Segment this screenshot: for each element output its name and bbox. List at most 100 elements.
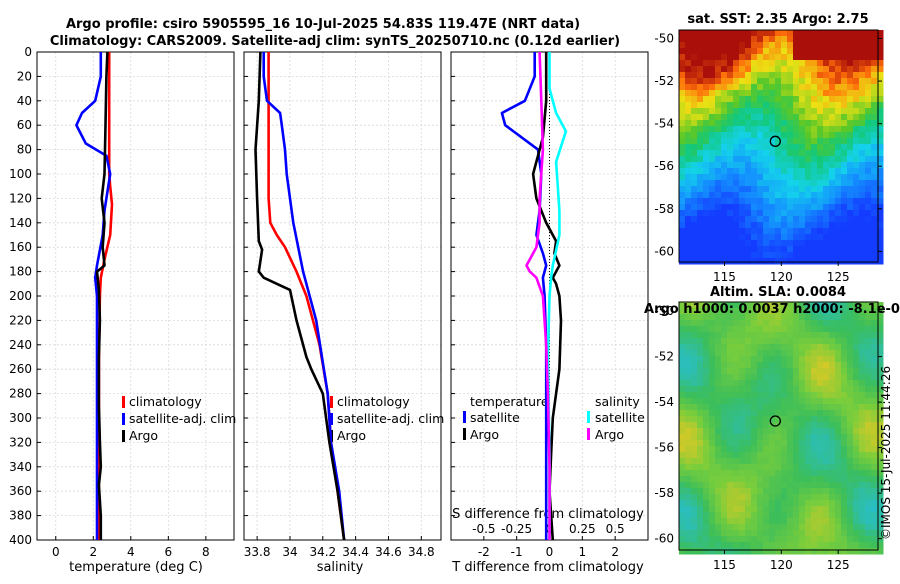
map-cell bbox=[709, 368, 716, 375]
map-cell bbox=[685, 428, 692, 435]
map-cell bbox=[685, 96, 692, 103]
map-cell bbox=[745, 252, 752, 259]
map-cell bbox=[793, 368, 800, 375]
map-cell bbox=[763, 446, 770, 453]
map-cell bbox=[799, 138, 806, 145]
map-cell bbox=[853, 536, 860, 543]
map-cell bbox=[679, 494, 686, 501]
map-cell bbox=[841, 144, 848, 151]
map-cell bbox=[841, 180, 848, 187]
map-cell bbox=[745, 392, 752, 399]
map-cell bbox=[739, 404, 746, 411]
map-cell bbox=[847, 186, 854, 193]
map-cell bbox=[685, 308, 692, 315]
map-cell bbox=[757, 198, 764, 205]
map-cell bbox=[829, 132, 836, 139]
map-cell bbox=[865, 398, 872, 405]
map-cell bbox=[721, 162, 728, 169]
map-cell bbox=[847, 132, 854, 139]
map-cell bbox=[739, 126, 746, 133]
map-cell bbox=[697, 368, 704, 375]
map-cell bbox=[799, 120, 806, 127]
map-cell bbox=[859, 434, 866, 441]
map-cell bbox=[853, 386, 860, 393]
map-cell bbox=[829, 210, 836, 217]
xtick-label: 115 bbox=[713, 270, 736, 284]
map-cell bbox=[703, 410, 710, 417]
map-cell bbox=[715, 180, 722, 187]
map-cell bbox=[703, 108, 710, 115]
map-cell bbox=[775, 132, 782, 139]
map-cell bbox=[841, 168, 848, 175]
map-cell bbox=[871, 386, 878, 393]
map-cell bbox=[691, 362, 698, 369]
map-cell bbox=[691, 174, 698, 181]
map-cell bbox=[751, 144, 758, 151]
map-cell bbox=[781, 422, 788, 429]
map-cell bbox=[829, 488, 836, 495]
map-cell bbox=[769, 332, 776, 339]
map-cell bbox=[853, 398, 860, 405]
map-cell bbox=[679, 446, 686, 453]
map-cell bbox=[835, 386, 842, 393]
map-cell bbox=[763, 434, 770, 441]
map-cell bbox=[811, 398, 818, 405]
map-cell bbox=[733, 168, 740, 175]
sst-map-field bbox=[679, 30, 884, 265]
map-cell bbox=[799, 362, 806, 369]
map-cell bbox=[691, 392, 698, 399]
map-cell bbox=[721, 440, 728, 447]
legend-heading-temperature: temperature bbox=[470, 394, 549, 409]
map-cell bbox=[841, 222, 848, 229]
map-cell bbox=[817, 494, 824, 501]
map-cell bbox=[697, 536, 704, 543]
map-cell bbox=[769, 410, 776, 417]
map-cell bbox=[751, 440, 758, 447]
map-cell bbox=[763, 120, 770, 127]
map-cell bbox=[859, 494, 866, 501]
map-cell bbox=[841, 198, 848, 205]
map-cell bbox=[865, 60, 872, 67]
salinity-legend: climatology satellite-adj. clim Argo bbox=[330, 394, 444, 443]
map-cell bbox=[871, 428, 878, 435]
map-cell bbox=[877, 228, 884, 235]
map-cell bbox=[793, 314, 800, 321]
map-cell bbox=[841, 258, 848, 265]
map-cell bbox=[817, 380, 824, 387]
map-cell bbox=[853, 246, 860, 253]
map-cell bbox=[709, 96, 716, 103]
map-cell bbox=[799, 380, 806, 387]
xtick-label: 2 bbox=[611, 545, 619, 559]
map-cell bbox=[727, 90, 734, 97]
map-cell bbox=[775, 410, 782, 417]
map-cell bbox=[799, 72, 806, 79]
map-cell bbox=[781, 512, 788, 519]
map-cell bbox=[811, 482, 818, 489]
map-cell bbox=[703, 458, 710, 465]
map-cell bbox=[835, 252, 842, 259]
map-cell bbox=[703, 96, 710, 103]
map-cell bbox=[847, 168, 854, 175]
map-cell bbox=[727, 180, 734, 187]
map-cell bbox=[769, 246, 776, 253]
map-cell bbox=[751, 326, 758, 333]
map-cell bbox=[805, 464, 812, 471]
map-cell bbox=[715, 446, 722, 453]
map-cell bbox=[859, 210, 866, 217]
map-cell bbox=[721, 192, 728, 199]
map-cell bbox=[793, 198, 800, 205]
map-cell bbox=[715, 452, 722, 459]
map-cell bbox=[877, 108, 884, 115]
map-cell bbox=[769, 222, 776, 229]
map-cell bbox=[781, 338, 788, 345]
map-cell bbox=[733, 488, 740, 495]
map-cell bbox=[679, 108, 686, 115]
map-cell bbox=[877, 222, 884, 229]
map-cell bbox=[805, 368, 812, 375]
map-cell bbox=[859, 308, 866, 315]
map-cell bbox=[835, 42, 842, 49]
map-cell bbox=[841, 476, 848, 483]
map-cell bbox=[823, 404, 830, 411]
map-cell bbox=[871, 458, 878, 465]
map-cell bbox=[775, 500, 782, 507]
